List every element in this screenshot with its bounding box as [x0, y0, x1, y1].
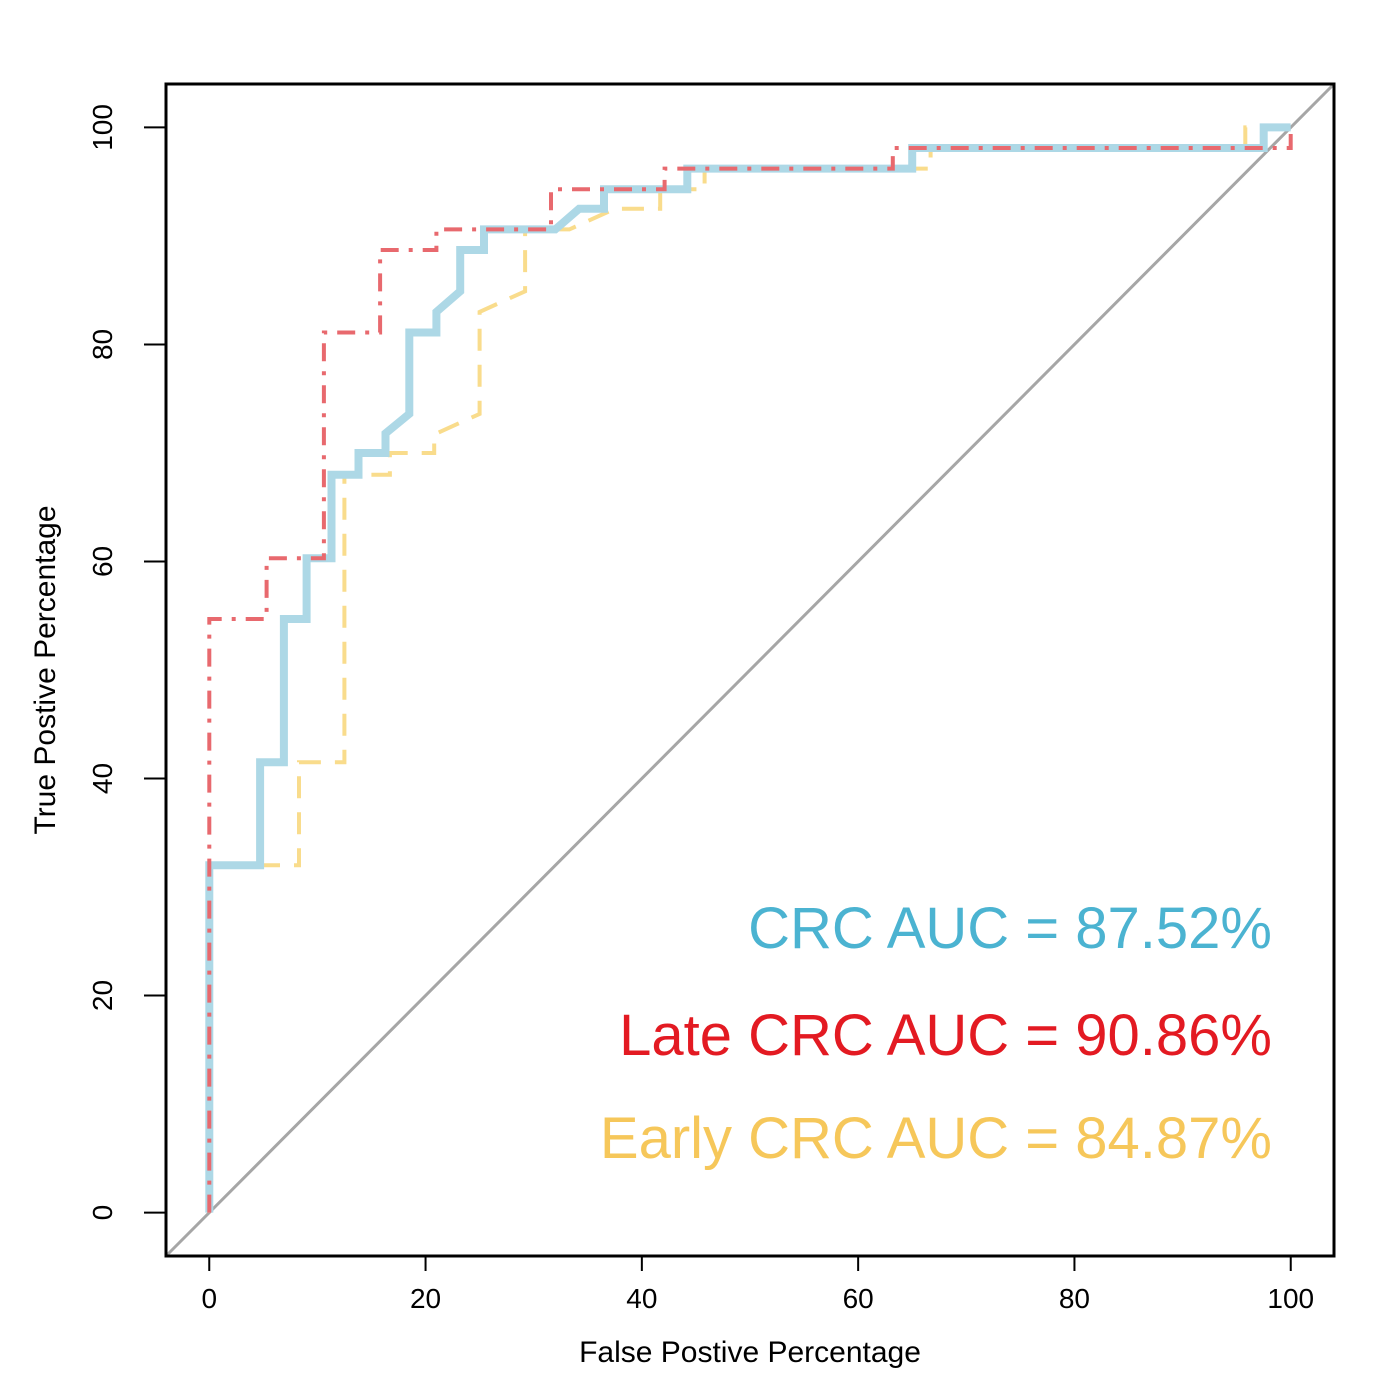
y-tick-label: 40 — [87, 763, 118, 794]
x-tick-label: 20 — [410, 1283, 441, 1314]
x-axis-title: False Postive Percentage — [579, 1336, 921, 1369]
series-line-crc — [205, 123, 1291, 1213]
x-tick-label: 40 — [626, 1283, 657, 1314]
y-tick-label: 20 — [87, 980, 118, 1011]
series-layer — [205, 123, 1293, 1213]
y-axis-title: True Postive Percentage — [29, 505, 62, 834]
reference-line-layer — [164, 82, 1336, 1258]
x-tick-label: 60 — [843, 1283, 874, 1314]
series-line-late-crc — [207, 127, 1293, 1213]
x-tick-label: 80 — [1059, 1283, 1090, 1314]
reference-diagonal — [164, 82, 1336, 1258]
series-line-early-crc — [207, 125, 1291, 1213]
y-tick-label: 0 — [87, 1205, 118, 1221]
y-tick-label: 100 — [87, 104, 118, 151]
y-tick-label: 80 — [87, 329, 118, 360]
auc-annotation: Early CRC AUC = 84.87% — [600, 1106, 1272, 1171]
auc-annotations: CRC AUC = 87.52% Late CRC AUC = 90.86% Ear… — [600, 896, 1272, 1171]
x-axis: 0 20 40 60 80 100 — [201, 1255, 1314, 1314]
auc-annotation: CRC AUC = 87.52% — [748, 896, 1272, 961]
y-tick-label: 60 — [87, 546, 118, 577]
x-tick-label: 0 — [201, 1283, 217, 1314]
auc-annotation: Late CRC AUC = 90.86% — [619, 1003, 1272, 1068]
x-tick-label: 100 — [1267, 1283, 1314, 1314]
y-axis: 0 20 40 60 80 100 — [87, 104, 167, 1221]
